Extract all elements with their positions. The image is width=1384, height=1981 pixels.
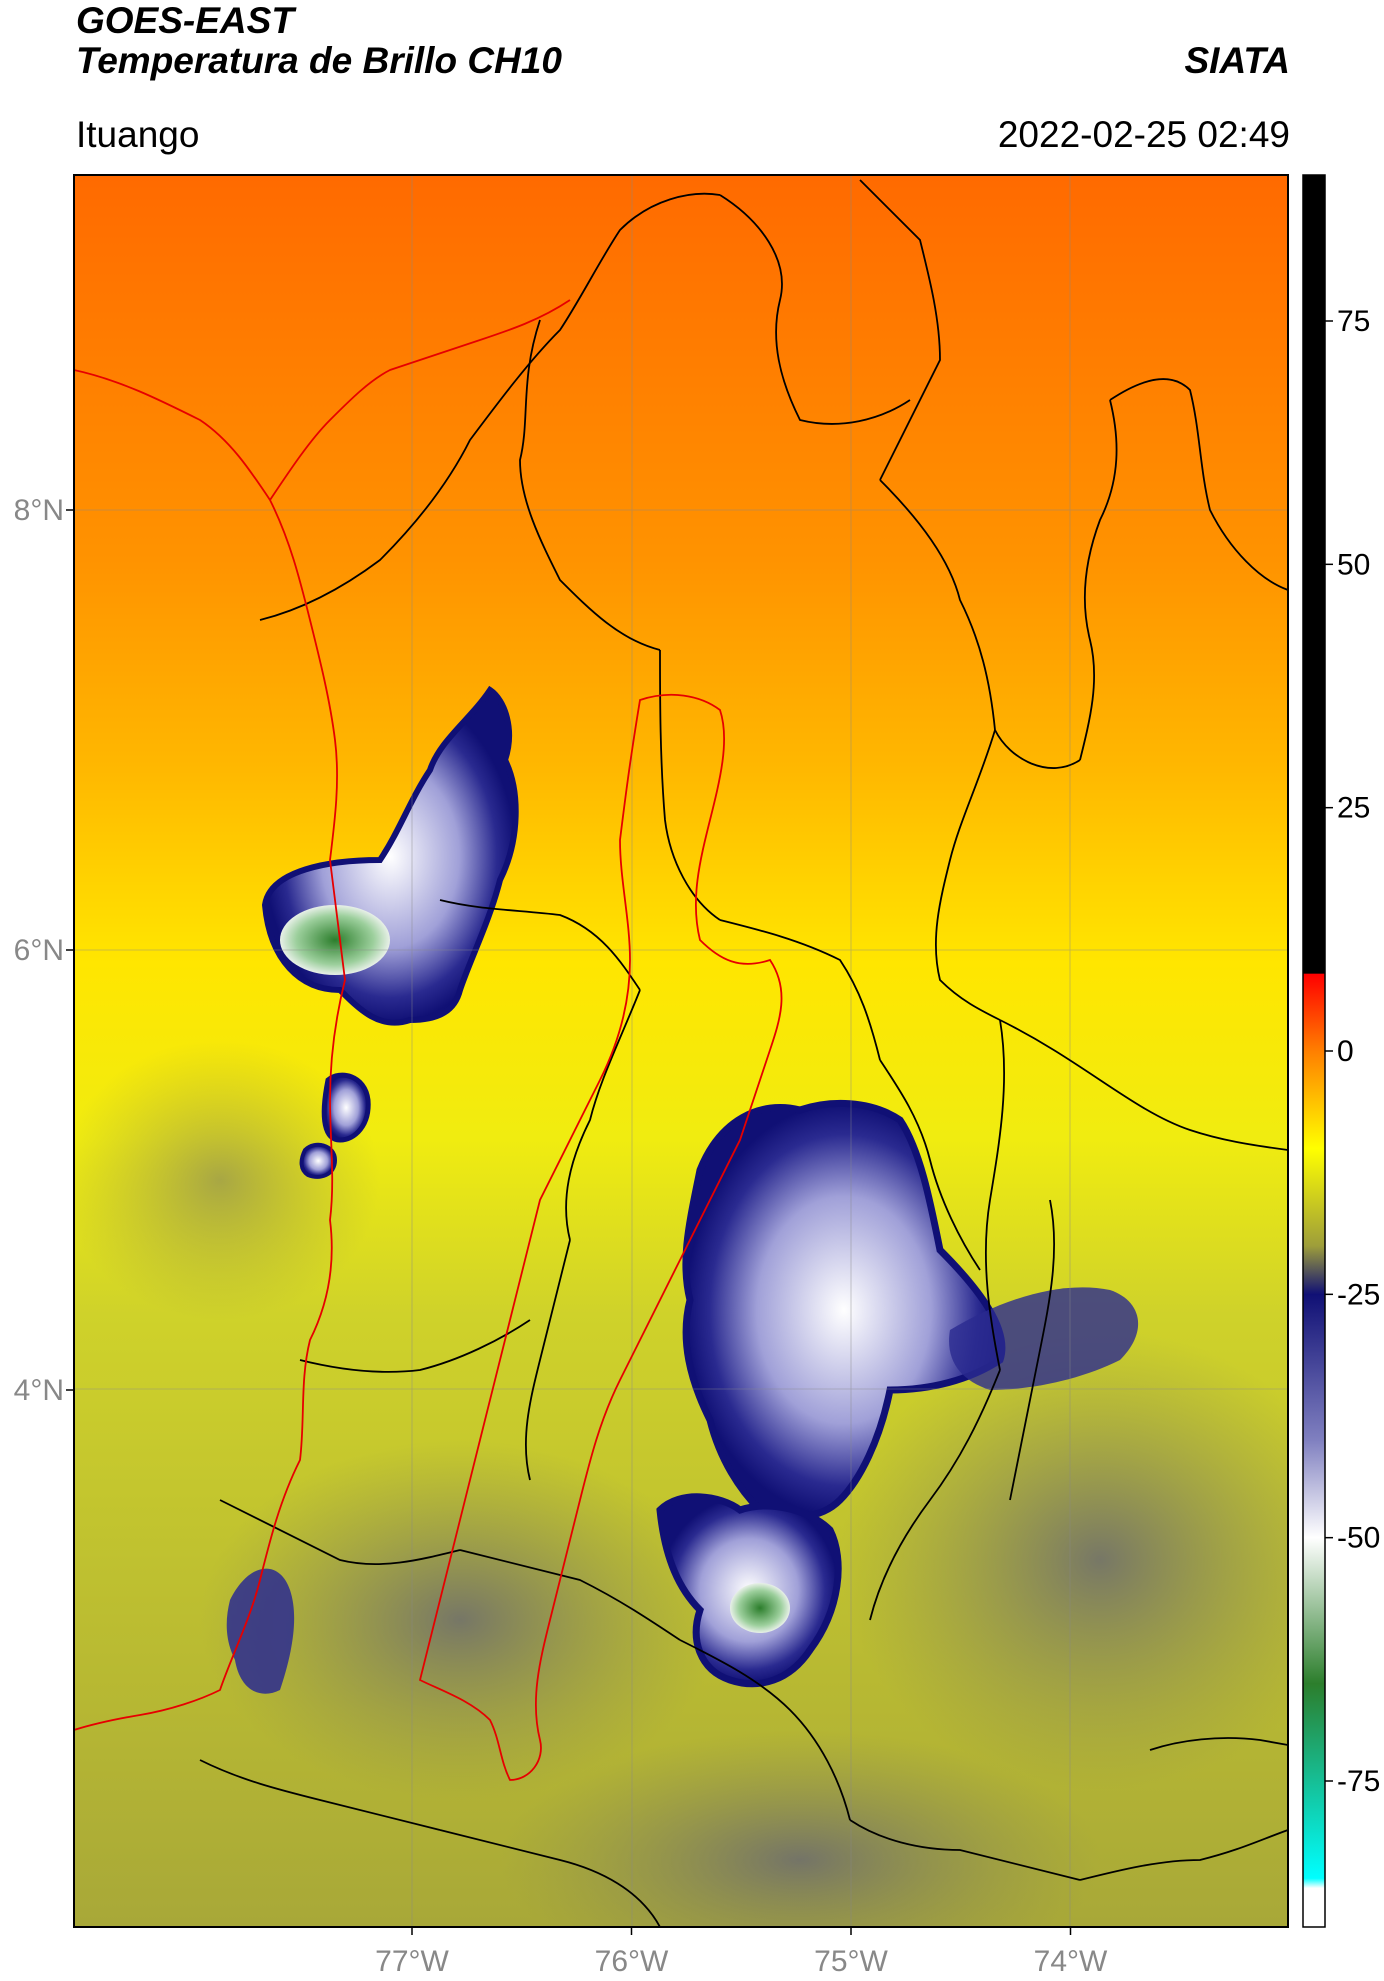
colorbar: [1302, 174, 1326, 1928]
cloud-haze-southwest: [200, 1440, 720, 1800]
storm-core-south: [730, 1583, 790, 1633]
colorbar-tick-label: -25: [1337, 1278, 1380, 1311]
storm-band-east: [949, 1287, 1139, 1390]
organization-label: SIATA: [1184, 40, 1290, 81]
map-panel: [74, 175, 1288, 1927]
map-border: [73, 174, 1289, 1928]
cloud-haze-south: [500, 1730, 1100, 1927]
storm-cell-central: [682, 1100, 1006, 1521]
lon-tick-label: 76°W: [595, 1945, 669, 1978]
latitude-ticks: 8°N 6°N 4°N: [14, 494, 74, 1407]
map-gridlines: [74, 175, 1288, 1927]
lon-tick-label: 74°W: [1034, 1945, 1108, 1978]
lat-tick-label: 6°N: [14, 934, 64, 967]
storm-cell-southwest: [226, 1568, 295, 1694]
lon-tick-label: 75°W: [814, 1945, 888, 1978]
storm-cell-west-small2: [299, 1142, 338, 1179]
department-boundaries: [199, 179, 1288, 1927]
coastline-borders: [74, 299, 783, 1781]
colorbar-tick-label: -75: [1337, 1765, 1380, 1798]
longitude-ticks: 77°W 76°W 75°W 74°W: [375, 1927, 1108, 1978]
colorbar-tick-label: 0: [1337, 1035, 1354, 1068]
cloud-haze-west: [74, 1040, 380, 1320]
chart-title-line1: GOES-EAST: [76, 0, 294, 41]
cloud-haze-southeast: [840, 1330, 1288, 1790]
colorbar-tick-label: 50: [1337, 548, 1370, 581]
lat-tick-label: 8°N: [14, 494, 64, 527]
lon-tick-label: 77°W: [375, 1945, 449, 1978]
region-label: Ituango: [76, 114, 200, 155]
chart-title-line2: Temperatura de Brillo CH10: [76, 40, 562, 81]
colorbar-tick-label: -50: [1337, 1522, 1380, 1555]
timestamp-label: 2022-02-25 02:49: [997, 114, 1290, 155]
storm-core-north: [280, 905, 390, 975]
storm-cell-west-small: [321, 1072, 371, 1143]
colorbar-tick-label: 75: [1337, 305, 1370, 338]
lat-tick-label: 4°N: [14, 1374, 64, 1407]
colorbar-ticks: 75 50 25 0 -25 -50 -75: [1325, 305, 1380, 1798]
colorbar-tick-label: 25: [1337, 792, 1370, 825]
